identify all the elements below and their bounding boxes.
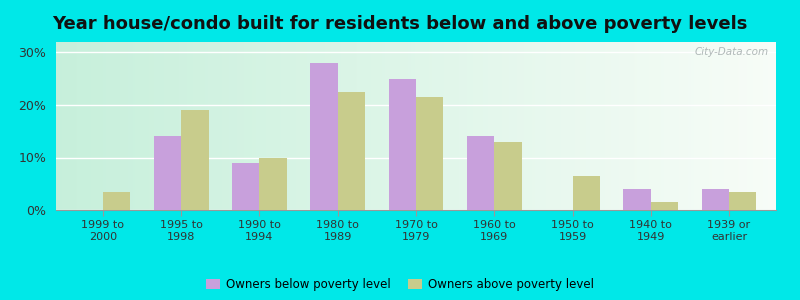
Bar [103, 192, 130, 210]
Bar [182, 110, 209, 210]
Bar [416, 97, 443, 210]
Bar [702, 189, 729, 210]
Bar [338, 92, 365, 210]
Bar [154, 136, 182, 210]
Text: Year house/condo built for residents below and above poverty levels: Year house/condo built for residents bel… [52, 15, 748, 33]
Bar [310, 63, 338, 210]
Bar [259, 158, 287, 210]
Bar [573, 176, 600, 210]
Bar [232, 163, 259, 210]
Bar [494, 142, 522, 210]
Legend: Owners below poverty level, Owners above poverty level: Owners below poverty level, Owners above… [206, 278, 594, 291]
Bar [467, 136, 494, 210]
Bar [389, 79, 416, 210]
Bar [623, 189, 650, 210]
Bar [729, 192, 757, 210]
Text: City-Data.com: City-Data.com [694, 47, 769, 57]
Bar [650, 202, 678, 210]
